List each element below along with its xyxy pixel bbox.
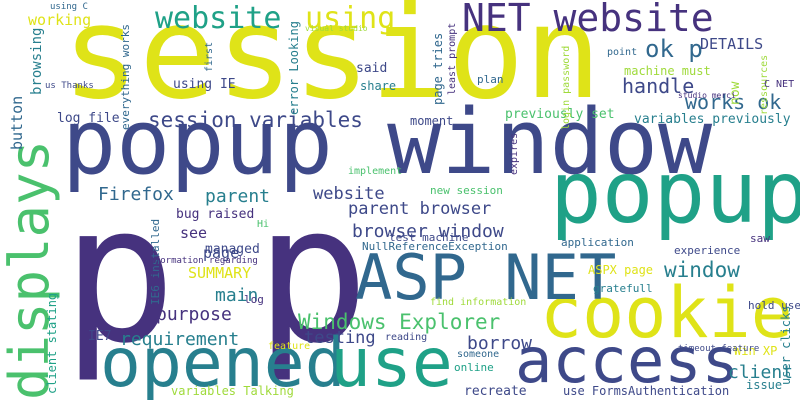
word-user-clicks: user clicks (779, 305, 793, 385)
word-experience: experience (674, 244, 741, 257)
word-log-file: log file (57, 111, 120, 126)
word-ok-p: ok p (645, 35, 703, 63)
word-use: use (330, 324, 453, 400)
word-summary: SUMMARY (188, 264, 252, 282)
word-handle: handle (622, 74, 695, 98)
word-testing: testing (304, 328, 376, 348)
word-using-c: using C (50, 2, 88, 12)
word-hi: Hi (257, 219, 270, 230)
word-recreate: recreate (464, 384, 527, 399)
word-share: share (360, 79, 397, 93)
word-session: session (62, 0, 602, 128)
word-null-ref: NullReferenceException (362, 240, 508, 253)
word-moment: moment (410, 114, 454, 128)
word-said: said (356, 61, 388, 76)
word-page-mid: page (203, 244, 240, 262)
word-expires: expires (509, 132, 520, 175)
word-working: working (28, 11, 92, 29)
word-feature: feature (268, 341, 311, 352)
word-website-mid: website (313, 184, 385, 204)
word-parent: parent (205, 186, 271, 207)
word-saw: saw (750, 232, 770, 245)
word-managed: managed (205, 242, 260, 257)
word-new-session: new session (430, 184, 503, 197)
word-win-xp: Win XP (734, 344, 778, 358)
word-popup: popup (550, 143, 800, 243)
word-visual-studio: visual studio (305, 24, 368, 33)
word-us-thanks: us Thanks (45, 81, 94, 91)
word-window: window (664, 258, 740, 282)
word-timeout-feature: timeout feature (678, 344, 760, 354)
word-hold-use: hold use (748, 299, 800, 312)
word-someone: someone (457, 349, 500, 360)
word-variables-talking: variables Talking (171, 384, 294, 398)
word-aspx-page: ASPX page (588, 263, 654, 277)
word-using-ie: using IE (173, 77, 236, 92)
word-browsing: browsing (29, 27, 45, 95)
word-c-net: C NET (764, 79, 795, 90)
word-cookie: cookie (540, 272, 793, 354)
word-details: DETAILS (700, 35, 764, 53)
word-see: see (180, 224, 208, 242)
word-reading: reading (385, 332, 428, 343)
word-error-looking: error Looking (287, 21, 301, 115)
word-button: button (8, 95, 26, 150)
word-page-tries: page tries (431, 32, 445, 105)
word-p2: p (255, 164, 370, 385)
word-implement: implement (348, 166, 403, 177)
word-browser-window: browser window (352, 221, 504, 242)
word-popup-window: popup window (62, 90, 713, 195)
word-everything-works: everything works (119, 24, 132, 130)
word-plan: plan (477, 73, 504, 86)
word-first: first (204, 41, 215, 72)
word-test-machine: test machine (389, 231, 469, 244)
word-issue: issue (746, 378, 783, 392)
word-previously-set: previously set (505, 107, 615, 122)
word-log: log (244, 293, 264, 306)
word-borrow: borrow (467, 333, 533, 354)
word-point: point (607, 47, 638, 58)
word-information-regarding: information regarding (144, 256, 258, 266)
word-find-information: find information (430, 297, 527, 308)
word-online: online (454, 361, 494, 374)
word-purpose: purpose (156, 304, 232, 325)
word-p1: p (62, 164, 177, 385)
word-login-password: login password (561, 45, 572, 130)
word-net-website: NET website (462, 0, 714, 40)
word-asp-net: ASP NET (355, 241, 617, 314)
word-variables-previously: variables previously (634, 112, 791, 127)
word-application: application (561, 236, 634, 249)
word-client-stating: client stating (45, 292, 59, 394)
word-gratefull: gratefull (593, 282, 653, 295)
word-least-prompt: least prompt (447, 22, 458, 95)
word-session-variables: session variables (148, 108, 363, 132)
word-requirement: requirement (120, 329, 240, 350)
word-works-ok: works ok (685, 90, 782, 114)
word-machine-must: machine must (624, 64, 711, 78)
word-windows-explorer: Windows Explorer (298, 310, 501, 334)
word-bug-raised: bug raised (176, 207, 255, 222)
word-parent-browser: parent browser (348, 199, 492, 219)
word-main: main (215, 285, 259, 306)
word-ie7: IE7 (88, 329, 112, 344)
word-website-top: website (155, 1, 282, 36)
word-access: access (515, 324, 739, 397)
word-firefox: Firefox (98, 184, 174, 205)
word-client: client (728, 362, 794, 383)
word-studio-merci: studio merci (678, 91, 736, 100)
word-opened: opened (100, 324, 346, 400)
word-use-forms-auth: use FormsAuthentication (563, 384, 730, 398)
word-using-top: using (305, 1, 396, 36)
